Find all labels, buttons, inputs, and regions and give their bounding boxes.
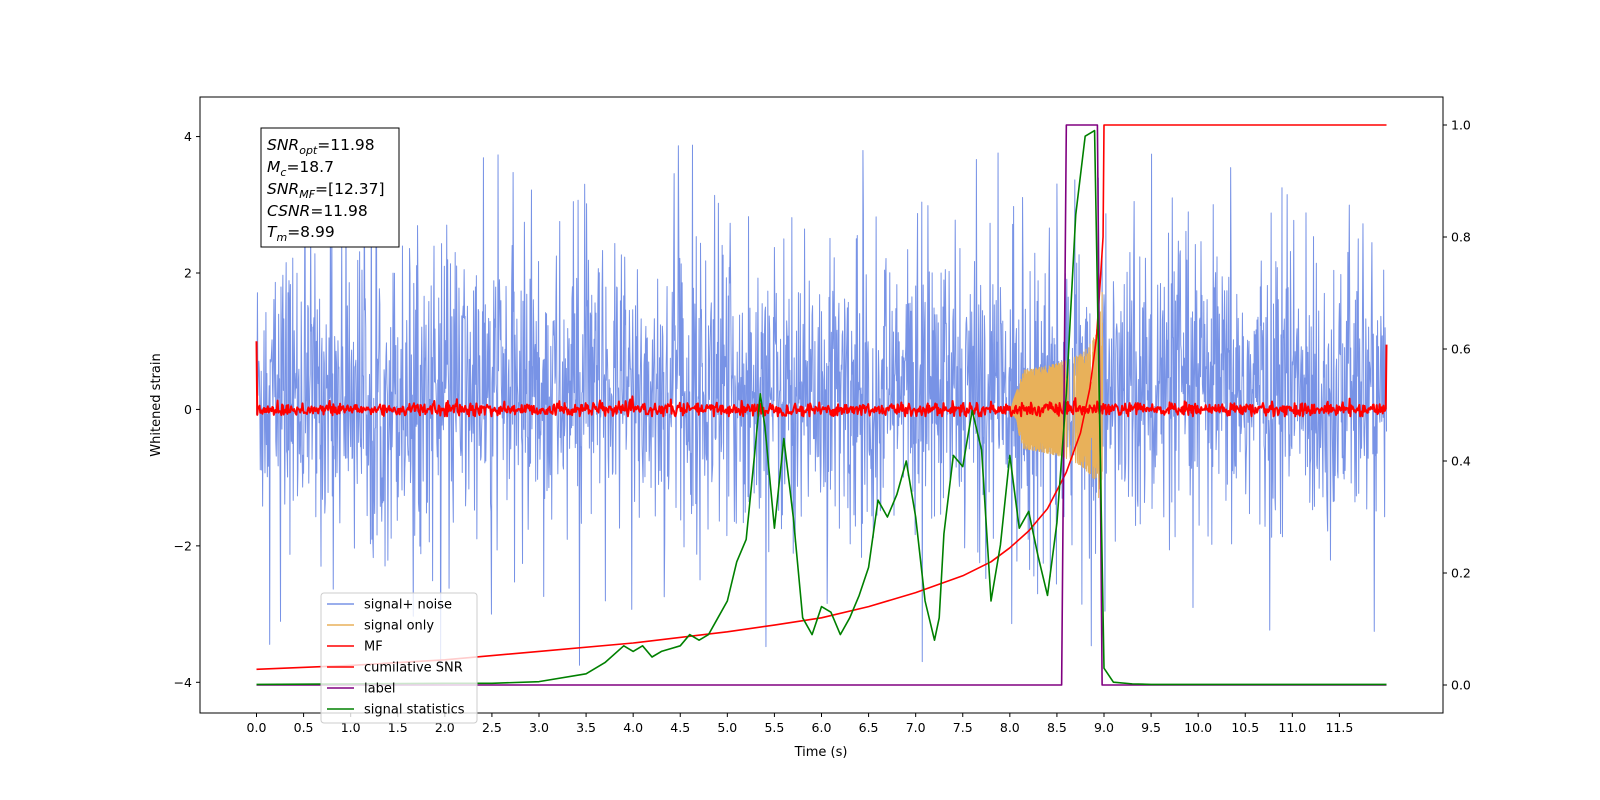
y-tick-label: 0 [184, 402, 192, 417]
y2-tick-label: 1.0 [1451, 118, 1471, 133]
y-axis-label: Whitened strain [149, 353, 164, 456]
legend-frame [320, 592, 478, 724]
x-tick-label: 9.0 [1094, 720, 1114, 735]
y2-tick-label: 0.2 [1451, 566, 1471, 581]
signal-only-line [1009, 291, 1104, 523]
x-tick-label: 0.0 [247, 720, 267, 735]
mf-line [255, 341, 1388, 418]
x-tick-label: 10.0 [1184, 720, 1212, 735]
legend-label: cumilative SNR [364, 661, 463, 676]
y-axis-right: 0.0 0.2 0.4 0.6 0.8 1.0 [1443, 118, 1471, 693]
x-tick-label: 4.0 [623, 720, 643, 735]
x-tick-label: 4.5 [670, 720, 690, 735]
y-tick-label: 2 [184, 266, 192, 281]
y-tick-label: 4 [184, 129, 192, 144]
chirp-mass-text: Mc=18.7 [267, 158, 334, 179]
snr-mf-text: SNRMF=[12.37] [267, 180, 385, 201]
x-tick-label: 2.5 [482, 720, 502, 735]
info-box-frame [260, 127, 400, 248]
y2-tick-label: 0.0 [1451, 678, 1471, 693]
x-tick-label: 11.0 [1278, 720, 1306, 735]
csnr-text: CSNR=11.98 [267, 202, 368, 220]
y2-tick-label: 0.4 [1451, 454, 1471, 469]
x-tick-label: 11.5 [1325, 720, 1353, 735]
x-tick-label: 10.5 [1231, 720, 1259, 735]
x-tick-label: 6.5 [859, 720, 879, 735]
legend-label: signal statistics [364, 703, 465, 718]
y2-tick-label: 0.8 [1451, 230, 1471, 245]
y-axis-left: −4 −2 0 2 4 [174, 129, 200, 690]
x-tick-label: 7.5 [953, 720, 973, 735]
snr-info-box: SNRopt=11.98 Mc=18.7 SNRMF=[12.37] CSNR=… [260, 127, 400, 248]
x-axis: 0.0 0.5 1.0 1.5 2.0 2.5 3.0 3.5 4.0 4.5 5.0 5.5 6.0 6… [247, 713, 1353, 735]
x-tick-label: 6.0 [812, 720, 832, 735]
legend-label: signal only [364, 619, 434, 634]
x-tick-label: 8.5 [1047, 720, 1067, 735]
legend-label: MF [364, 640, 383, 655]
x-tick-label: 2.0 [435, 720, 455, 735]
x-tick-label: 8.0 [1000, 720, 1020, 735]
x-tick-label: 3.5 [576, 720, 596, 735]
signal-noise-line [256, 144, 1387, 666]
x-tick-label: 5.5 [764, 720, 784, 735]
x-tick-label: 5.0 [717, 720, 737, 735]
merger-time-text: Tm=8.99 [267, 223, 335, 244]
x-tick-label: 0.5 [294, 720, 314, 735]
legend-label: label [364, 682, 395, 697]
x-tick-label: 7.0 [906, 720, 926, 735]
plot-area [255, 124, 1388, 686]
x-tick-label: 1.5 [388, 720, 408, 735]
y-tick-label: −2 [174, 538, 192, 553]
x-axis-label: Time (s) [794, 745, 848, 760]
y2-tick-label: 0.6 [1451, 342, 1471, 357]
x-tick-label: 3.0 [529, 720, 549, 735]
x-tick-label: 9.5 [1141, 720, 1161, 735]
y-tick-label: −4 [174, 675, 192, 690]
legend: signal+ noise signal only MF cumilative SNR… [320, 592, 478, 724]
x-tick-label: 1.0 [341, 720, 361, 735]
legend-label: signal+ noise [364, 598, 452, 613]
snr-opt-text: SNRopt=11.98 [267, 136, 375, 157]
signal-statistics-line [256, 129, 1387, 686]
